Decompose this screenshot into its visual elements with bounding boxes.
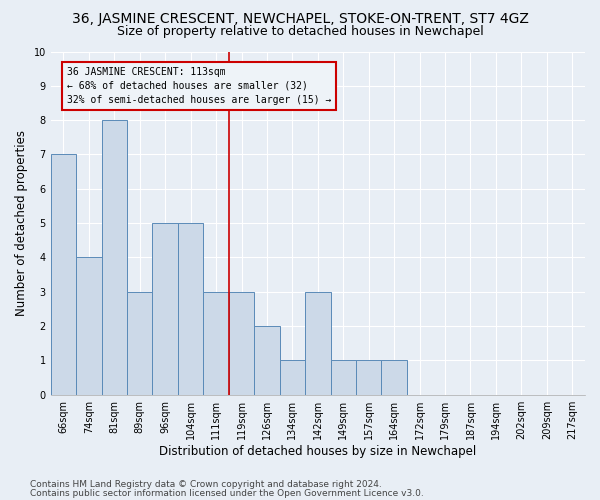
Bar <box>254 326 280 394</box>
Bar <box>331 360 356 394</box>
Bar <box>101 120 127 394</box>
Text: Contains public sector information licensed under the Open Government Licence v3: Contains public sector information licen… <box>30 488 424 498</box>
Bar <box>50 154 76 394</box>
Bar <box>382 360 407 394</box>
Bar <box>76 258 101 394</box>
Text: 36, JASMINE CRESCENT, NEWCHAPEL, STOKE-ON-TRENT, ST7 4GZ: 36, JASMINE CRESCENT, NEWCHAPEL, STOKE-O… <box>71 12 529 26</box>
Text: 36 JASMINE CRESCENT: 113sqm
← 68% of detached houses are smaller (32)
32% of sem: 36 JASMINE CRESCENT: 113sqm ← 68% of det… <box>67 67 332 105</box>
Text: Contains HM Land Registry data © Crown copyright and database right 2024.: Contains HM Land Registry data © Crown c… <box>30 480 382 489</box>
Bar <box>229 292 254 395</box>
X-axis label: Distribution of detached houses by size in Newchapel: Distribution of detached houses by size … <box>159 444 476 458</box>
Bar <box>356 360 382 394</box>
Bar <box>127 292 152 395</box>
Bar <box>305 292 331 395</box>
Bar <box>152 223 178 394</box>
Text: Size of property relative to detached houses in Newchapel: Size of property relative to detached ho… <box>116 25 484 38</box>
Y-axis label: Number of detached properties: Number of detached properties <box>15 130 28 316</box>
Bar <box>280 360 305 394</box>
Bar <box>178 223 203 394</box>
Bar <box>203 292 229 395</box>
